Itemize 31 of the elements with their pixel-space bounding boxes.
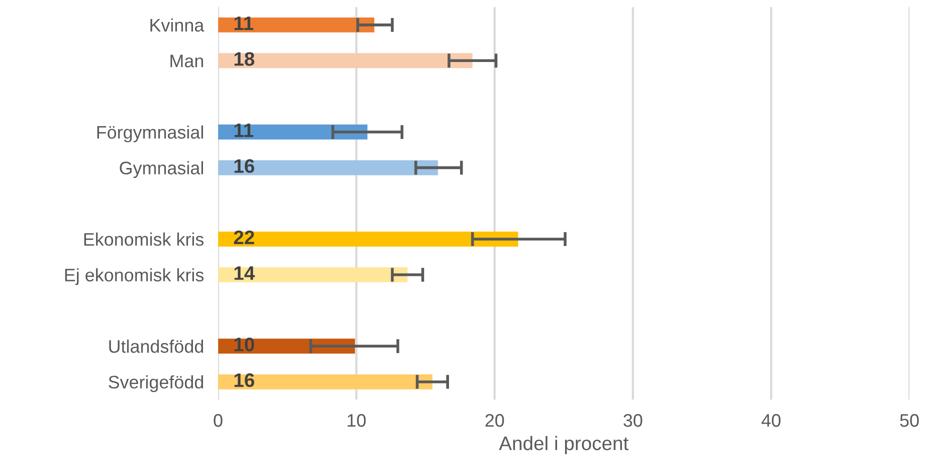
data-label: 11 xyxy=(234,16,254,30)
data-label: 16 xyxy=(234,159,254,173)
bar xyxy=(218,338,355,354)
data-label: 18 xyxy=(234,52,254,66)
bar xyxy=(218,267,408,282)
bar xyxy=(218,232,518,247)
bar xyxy=(218,53,472,68)
data-label: 14 xyxy=(234,266,255,280)
data-label: 22 xyxy=(234,230,254,244)
x-tick-label: 40 xyxy=(762,414,781,427)
y-tick-label: Förgymnasial xyxy=(97,125,203,142)
bar xyxy=(218,160,438,176)
x-axis-title: Andel i procent xyxy=(498,436,628,454)
y-tick-label: Ej ekonomisk kris xyxy=(65,268,204,286)
y-tick-label: Gymnasial xyxy=(120,161,203,178)
data-label: 10 xyxy=(234,338,254,352)
x-tick-label: 20 xyxy=(485,414,504,427)
y-tick-label: Utlandsfödd xyxy=(109,340,204,353)
data-label: 11 xyxy=(234,124,254,138)
y-tick-label: Man xyxy=(170,54,204,68)
data-label: 16 xyxy=(234,373,254,388)
x-tick-label: 0 xyxy=(214,414,222,427)
y-tick-label: Sverigefödd xyxy=(108,375,204,392)
x-tick-label: 30 xyxy=(624,414,642,427)
bar xyxy=(218,374,432,390)
y-tick-label: Kvinna xyxy=(150,18,204,32)
bar xyxy=(218,124,368,140)
x-tick-label: 10 xyxy=(348,414,366,427)
bar xyxy=(218,17,374,32)
y-tick-label: Ekonomisk kris xyxy=(84,232,204,246)
x-tick-label: 50 xyxy=(900,414,919,427)
